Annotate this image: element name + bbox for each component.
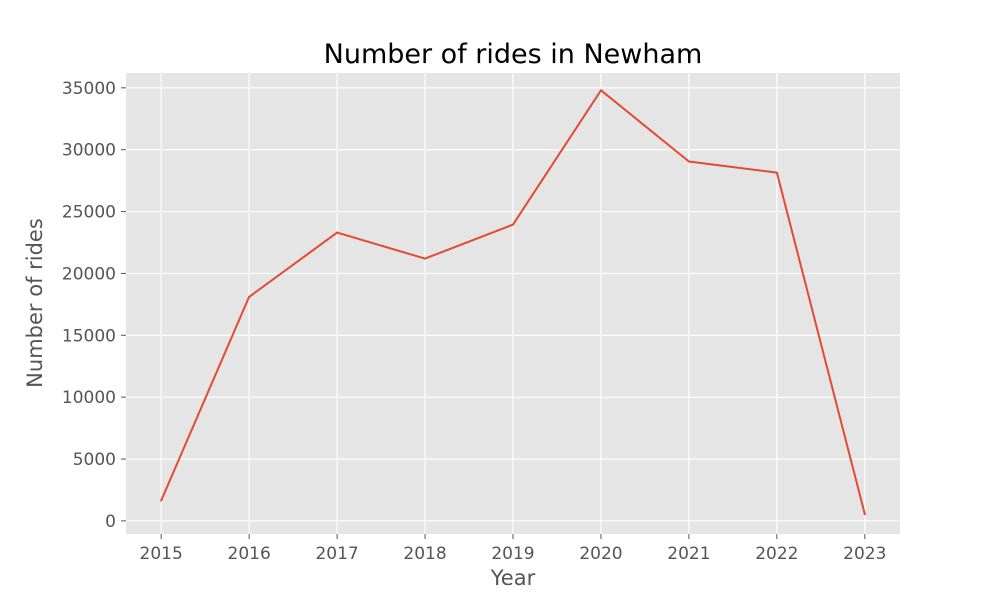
- data-point: [336, 231, 339, 234]
- x-axis-label: Year: [490, 566, 536, 590]
- y-tick-label: 25000: [62, 203, 116, 223]
- gridlines: [126, 73, 900, 534]
- chart-title: Number of rides in Newham: [324, 39, 703, 70]
- x-tick-label: 2023: [843, 544, 886, 564]
- x-tick-label: 2016: [228, 544, 271, 564]
- data-point: [599, 89, 602, 92]
- y-tick-label: 5000: [73, 450, 116, 470]
- y-tick-label: 30000: [62, 141, 116, 161]
- y-axis-label: Number of rides: [23, 218, 47, 388]
- y-tick-label: 10000: [62, 388, 116, 408]
- series-group: [160, 89, 866, 516]
- tick-marks: [121, 87, 866, 539]
- data-point: [424, 257, 427, 260]
- y-tick-label: 35000: [62, 79, 116, 99]
- x-tick-label: 2021: [667, 544, 710, 564]
- data-point: [863, 513, 866, 516]
- y-tick-label: 0: [105, 512, 116, 532]
- data-point: [687, 160, 690, 163]
- x-tick-label: 2020: [579, 544, 622, 564]
- data-point: [160, 499, 163, 502]
- y-tick-label: 20000: [62, 264, 116, 284]
- y-tick-label: 15000: [62, 326, 116, 346]
- data-point: [248, 295, 251, 298]
- x-tick-label: 2018: [403, 544, 446, 564]
- x-tick-label: 2019: [491, 544, 534, 564]
- data-point: [775, 171, 778, 174]
- tick-labels: 2015 2016 2017 2018 2019 2020 2021 2022 2023 0 500…: [62, 79, 887, 564]
- data-point: [512, 223, 514, 226]
- x-tick-label: 2015: [140, 544, 183, 564]
- x-tick-label: 2017: [315, 544, 358, 564]
- x-tick-label: 2022: [755, 544, 798, 564]
